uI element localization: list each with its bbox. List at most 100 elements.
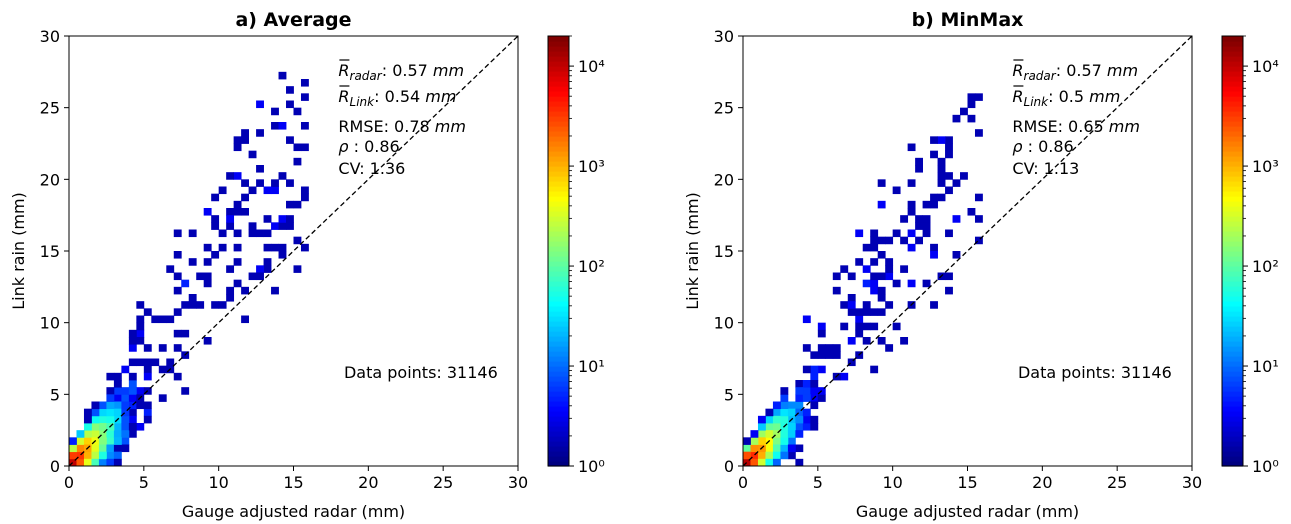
heatmap-cell [91,458,100,467]
heatmap-cell [787,444,796,453]
colorbar-segment [548,426,569,432]
heatmap-cell [885,258,894,266]
colorbar-segment [1222,251,1243,257]
heatmap-cell [952,114,961,123]
heatmap-cell [121,365,130,374]
heatmap-cell [158,394,167,402]
heatmap-cell [293,107,302,116]
heatmap-cell [143,408,152,417]
colorbar-segment [1222,411,1243,417]
heatmap-cell [91,415,100,424]
heatmap-cell [817,329,826,338]
colorbar-segment [548,306,569,312]
heatmap-cell [136,423,145,431]
colorbar-segment [1222,71,1243,77]
colorbar-tick-label: 10¹ [1252,357,1279,376]
colorbar-segment [1222,101,1243,107]
colorbar-segment [548,111,569,117]
heatmap-cell [795,423,804,431]
colorbar-segment [548,451,569,457]
heatmap-cell [106,458,115,467]
colorbar-segment [1222,111,1243,117]
heatmap-cell [795,408,804,417]
heatmap-cell [278,222,287,230]
heatmap-cell [278,251,287,259]
heatmap-cell [286,86,294,94]
colorbar-segment [548,266,569,272]
heatmap-cell [143,365,152,374]
heatmap-cell [877,308,886,316]
heatmap-cell [780,451,789,460]
colorbar-segment [1222,136,1243,142]
heatmap-cell [286,179,294,187]
heatmap-cell [293,143,302,152]
colorbar-segment [548,261,569,267]
colorbar-segment [548,361,569,367]
colorbar-segment [1222,141,1243,147]
heatmap-cell [817,351,826,359]
heatmap-cell [765,458,774,467]
colorbar-segment [1222,201,1243,207]
x-tick-label: 10 [208,473,228,492]
colorbar-segment [1222,341,1243,347]
heatmap-cell [945,186,953,195]
heatmap-cell [795,415,804,424]
heatmap-cell [158,344,167,352]
heatmap-cell [128,372,137,381]
stat-cv: CV: 1.13 [1012,159,1079,178]
colorbar-segment [548,411,569,417]
heatmap-cell [196,272,205,281]
colorbar-segment [548,416,569,422]
heatmap-cell [743,437,751,445]
heatmap-cell [271,107,279,116]
heatmap-cell [802,423,811,431]
colorbar-segment [548,211,569,217]
colorbar-segment [548,71,569,77]
colorbar-segment [548,141,569,147]
colorbar-segment [1222,176,1243,182]
colorbar-segment [548,81,569,87]
heatmap-cell [233,208,242,216]
heatmap-cell [106,372,115,381]
colorbar-segment [548,131,569,137]
heatmap-cell [263,186,272,195]
colorbar-segment [548,151,569,157]
colorbar-segment [1222,116,1243,122]
heatmap-cell [113,401,122,410]
heatmap-cell [98,423,107,431]
heatmap-cell [241,193,249,202]
colorbar-segment [1222,186,1243,192]
heatmap-cell [233,136,242,144]
heatmap-cell [106,394,115,402]
heatmap-cell [802,365,811,374]
heatmap-cell [128,408,137,417]
heatmap-cell [937,165,946,173]
colorbar-segment [548,271,569,277]
heatmap-cell [907,208,916,216]
heatmap-cell [907,279,916,288]
heatmap-cell [128,380,137,388]
heatmap-cell [188,229,197,238]
heatmap-cell [173,272,182,281]
heatmap-cell [203,279,212,288]
heatmap-cell [106,430,115,438]
heatmap-cell [750,458,759,467]
heatmap-cell [158,365,167,374]
heatmap-cell [128,329,137,338]
heatmap-cell [278,243,287,252]
heatmap-cell [113,394,122,402]
heatmap-cell [780,430,789,438]
colorbar-segment [1222,131,1243,137]
heatmap-cell [780,394,789,402]
stat-r-radar: Rradar: 0.57 mm [338,61,464,83]
heatmap-cell [143,344,152,352]
heatmap-cell [960,107,968,116]
colorbar-segment [1222,461,1243,467]
heatmap-cell [173,344,182,352]
heatmap-cell [128,423,137,431]
heatmap-cell [802,380,811,388]
heatmap-cell [870,272,879,281]
colorbar-segment [1222,36,1243,42]
heatmap-cell [810,387,819,395]
heatmap-cell [113,387,122,395]
